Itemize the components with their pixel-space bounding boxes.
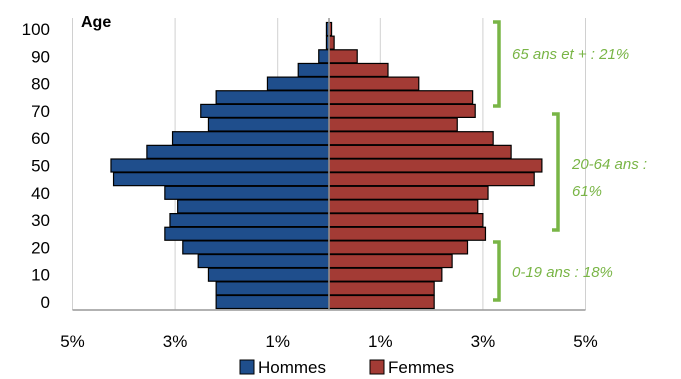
bar-femmes	[328, 49, 358, 64]
bar-hommes	[297, 62, 330, 78]
bar-hommes	[177, 199, 330, 214]
y-tick-label: 30	[31, 211, 50, 230]
y-tick-label: 0	[41, 293, 50, 312]
x-tick-label: 3%	[471, 332, 496, 351]
bar-femmes	[328, 62, 389, 78]
bar-femmes	[328, 281, 435, 296]
bar-hommes	[169, 213, 330, 228]
bar-femmes	[328, 172, 535, 187]
annotation-bracket	[493, 20, 501, 108]
annotation-65-plus: 65 ans et + : 21%	[512, 46, 629, 63]
x-tick-label: 5%	[60, 332, 85, 351]
bar-femmes	[328, 213, 484, 228]
x-tick-label: 1%	[265, 332, 290, 351]
bar-hommes	[112, 172, 330, 187]
y-tick-label: 100	[22, 20, 50, 39]
bar-hommes	[197, 253, 330, 269]
bar-hommes	[164, 185, 330, 200]
y-tick-label: 40	[31, 184, 50, 203]
y-tick-label: 80	[31, 75, 50, 94]
bar-femmes	[328, 35, 335, 50]
legend-label-hommes: Hommes	[258, 358, 326, 377]
bar-femmes	[328, 226, 487, 241]
annotation-20-64-line2: 61%	[572, 183, 602, 200]
bar-femmes	[328, 267, 443, 282]
bar-femmes	[328, 76, 420, 91]
annotation-bracket	[493, 240, 501, 302]
bar-hommes	[182, 240, 330, 255]
annotation-0-19: 0-19 ans : 18%	[512, 264, 613, 281]
age-group-annotations: 65 ans et + : 21% 20-64 ans : 61% 0-19 ans …	[493, 20, 647, 302]
bars	[110, 21, 543, 310]
y-tick-label: 20	[31, 238, 50, 257]
y-tick-label: 10	[31, 266, 50, 285]
y-axis-ticks: 0 10 20 30 40 50 60 70 80 90 100	[22, 20, 50, 312]
bar-hommes	[215, 294, 330, 310]
bar-femmes	[328, 294, 435, 310]
bar-femmes	[328, 144, 512, 159]
legend-swatch-hommes	[239, 359, 255, 375]
y-tick-label: 90	[31, 47, 50, 66]
bar-femmes	[328, 103, 476, 119]
bar-hommes	[318, 49, 330, 64]
x-tick-label: 1%	[368, 332, 393, 351]
x-tick-label: 3%	[163, 332, 188, 351]
bar-femmes	[328, 131, 494, 146]
x-tick-label: 5%	[573, 332, 598, 351]
y-tick-label: 60	[31, 129, 50, 148]
bar-hommes	[171, 131, 330, 146]
bar-femmes	[328, 117, 458, 132]
bar-femmes	[328, 199, 479, 214]
y-tick-label: 50	[31, 157, 50, 176]
bar-hommes	[215, 90, 330, 105]
bar-femmes	[328, 253, 453, 269]
x-axis-ticks: 5% 3% 1% 1% 3% 5%	[60, 332, 598, 351]
bar-femmes	[328, 185, 489, 200]
annotation-20-64-line1: 20-64 ans :	[571, 156, 647, 173]
legend-label-femmes: Femmes	[388, 358, 454, 377]
y-tick-label: 70	[31, 102, 50, 121]
bar-hommes	[110, 158, 330, 173]
annotation-bracket	[552, 112, 560, 232]
bar-hommes	[146, 144, 330, 159]
y-axis-title: Age	[81, 14, 111, 31]
bar-hommes	[215, 281, 330, 296]
bar-femmes	[328, 90, 474, 105]
legend: Hommes Femmes	[239, 358, 454, 377]
bar-hommes	[200, 103, 330, 119]
bar-femmes	[328, 240, 469, 255]
bar-hommes	[266, 76, 330, 91]
legend-swatch-femmes	[369, 359, 385, 375]
bar-hommes	[207, 117, 330, 132]
bar-hommes	[207, 267, 330, 282]
bar-hommes	[164, 226, 330, 241]
bar-femmes	[328, 158, 543, 173]
